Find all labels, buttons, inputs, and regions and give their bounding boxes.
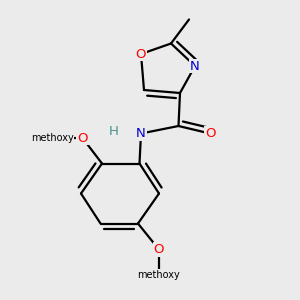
Text: O: O: [205, 127, 215, 140]
Text: methoxy: methoxy: [31, 133, 74, 143]
Text: O: O: [136, 47, 146, 61]
Text: O: O: [154, 243, 164, 256]
Text: methoxy: methoxy: [138, 269, 180, 280]
Text: N: N: [136, 127, 146, 140]
Text: N: N: [190, 59, 200, 73]
Text: O: O: [77, 131, 88, 145]
Text: H: H: [109, 125, 119, 139]
